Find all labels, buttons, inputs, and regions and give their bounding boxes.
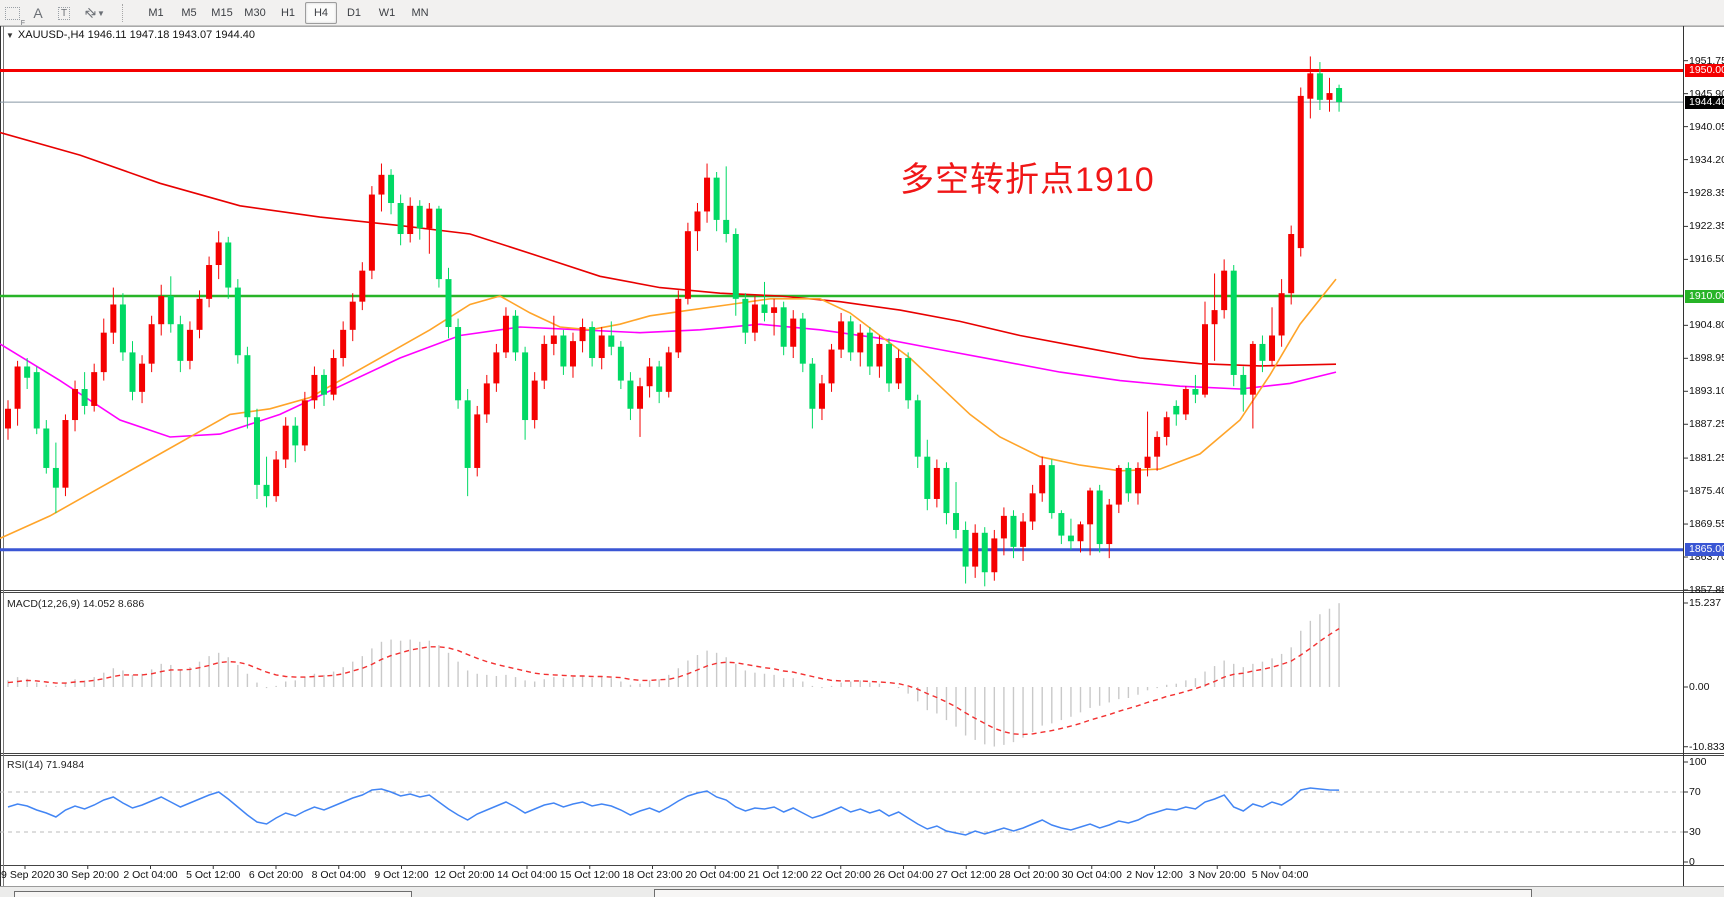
date-tick-label: 2 Oct 04:00 bbox=[123, 869, 178, 881]
date-tick-label: 3 Nov 20:00 bbox=[1188, 869, 1246, 881]
price-tick-label: 1916.50 bbox=[1689, 253, 1724, 266]
macd-label: MACD(12,26,9) 14.052 8.686 bbox=[7, 598, 145, 610]
price-tick-label: 1881.25 bbox=[1689, 452, 1724, 465]
date-tick-label: 8 Oct 04:00 bbox=[311, 869, 366, 881]
price-badge-1950-00: 1950.00 bbox=[1685, 64, 1724, 78]
timeframe-button-m30[interactable]: M30 bbox=[244, 7, 266, 19]
date-tick-label: 9 Oct 12:00 bbox=[374, 869, 429, 881]
grid-f-label: F bbox=[20, 20, 25, 27]
toolbar-separator bbox=[122, 4, 128, 22]
cursor-tools-icon[interactable]: ⇄ ▼ bbox=[78, 3, 112, 23]
price-tick-label: 1928.35 bbox=[1689, 186, 1724, 199]
timeframe-group: M1 M5 M15 M30 H1 H4 D1 W1 MN bbox=[140, 2, 436, 24]
date-tick-label: 14 Oct 04:00 bbox=[496, 869, 558, 881]
date-tick-label: 22 Oct 20:00 bbox=[810, 869, 871, 881]
price-tick-label: 1934.20 bbox=[1689, 153, 1724, 166]
bottom-panel-edge bbox=[0, 886, 1724, 897]
date-tick-label: 30 Oct 04:00 bbox=[1061, 869, 1122, 881]
rsi-label: RSI(14) 71.9484 bbox=[7, 759, 85, 771]
timeframe-button-m5[interactable]: M5 bbox=[181, 7, 197, 19]
date-tick-label: 15 Oct 12:00 bbox=[559, 869, 620, 881]
price-badge-1910-00: 1910.00 bbox=[1685, 289, 1724, 303]
date-tick-label: 5 Oct 12:00 bbox=[186, 869, 241, 881]
macd-tick-label: -10.833 bbox=[1689, 740, 1724, 753]
rsi-tick-label: 100 bbox=[1689, 756, 1707, 768]
price-tick-label: 1951.75 bbox=[1689, 54, 1724, 67]
macd-tick-label: 15.237 bbox=[1689, 596, 1722, 609]
price-tick-label: 1893.10 bbox=[1689, 385, 1724, 398]
rsi-tick-label: 30 bbox=[1689, 826, 1701, 838]
date-tick-label: 18 Oct 23:00 bbox=[622, 869, 683, 881]
toolbar: F A T ⇄ ▼ M1 M5 M15 M30 H1 H4 D1 W1 MN bbox=[0, 0, 1724, 27]
timeframe-button-h1[interactable]: H1 bbox=[280, 7, 296, 19]
font-a-icon[interactable]: A bbox=[33, 5, 43, 21]
symbol-ohlc-text: XAUUSD-,H4 1946.11 1947.18 1943.07 1944.… bbox=[17, 29, 256, 41]
timeframe-button-m15[interactable]: M15 bbox=[211, 7, 233, 19]
price-tick-label: 1922.35 bbox=[1689, 220, 1724, 233]
timeframe-button-mn[interactable]: MN bbox=[411, 7, 429, 19]
bottom-box-right bbox=[654, 889, 1532, 897]
new-order-grid-icon[interactable]: F bbox=[0, 3, 25, 27]
timeframe-button-d1[interactable]: D1 bbox=[346, 7, 362, 19]
price-tick-label: 1887.25 bbox=[1689, 418, 1724, 431]
date-tick-label: 21 Oct 12:00 bbox=[747, 869, 809, 881]
chart-annotation-text: 多空转折点1910 bbox=[900, 161, 1155, 199]
rsi-tick-label: 70 bbox=[1689, 786, 1701, 798]
bottom-box-left bbox=[14, 891, 412, 897]
symbol-ohlc-label[interactable]: ▼ XAUUSD-,H4 1946.11 1947.18 1943.07 1944… bbox=[6, 29, 255, 41]
rsi-tick-label: 0 bbox=[1689, 856, 1695, 868]
collapse-triangle-icon[interactable]: ▼ bbox=[6, 31, 14, 40]
timeframe-button-m1[interactable]: M1 bbox=[148, 7, 164, 19]
date-tick-label: 12 Oct 20:00 bbox=[434, 869, 495, 881]
date-tick-label: 26 Oct 04:00 bbox=[873, 869, 934, 881]
date-tick-label: 20 Oct 04:00 bbox=[685, 869, 746, 881]
date-tick-label: 5 Nov 04:00 bbox=[1251, 869, 1309, 881]
timeframe-button-w1[interactable]: W1 bbox=[378, 7, 396, 19]
grid-glyph bbox=[4, 6, 20, 20]
date-tick-label: 29 Sep 2020 bbox=[0, 869, 55, 881]
date-tick-label: 28 Oct 20:00 bbox=[998, 869, 1060, 881]
price-badge-1865-00: 1865.00 bbox=[1685, 543, 1724, 557]
price-tick-label: 1898.95 bbox=[1689, 352, 1724, 365]
date-tick-label: 27 Oct 12:00 bbox=[936, 869, 997, 881]
price-tick-label: 1940.05 bbox=[1689, 120, 1724, 133]
price-tick-label: 1869.55 bbox=[1689, 518, 1724, 531]
date-tick-label: 2 Nov 12:00 bbox=[1126, 869, 1183, 881]
price-tick-label: 1875.40 bbox=[1689, 485, 1724, 498]
price-tick-label: 1904.80 bbox=[1689, 319, 1724, 332]
price-tick-label: 1857.85 bbox=[1689, 584, 1724, 596]
date-tick-label: 6 Oct 20:00 bbox=[248, 869, 304, 881]
price-badge-1944-40: 1944.40 bbox=[1685, 95, 1724, 109]
text-label-icon[interactable]: T bbox=[52, 3, 76, 23]
chevron-down-icon[interactable]: ▼ bbox=[96, 8, 105, 18]
macd-tick-label: 0.00 bbox=[1689, 681, 1710, 693]
timeframe-button-h4[interactable]: H4 bbox=[305, 2, 337, 24]
date-tick-label: 30 Sep 20:00 bbox=[56, 869, 119, 881]
